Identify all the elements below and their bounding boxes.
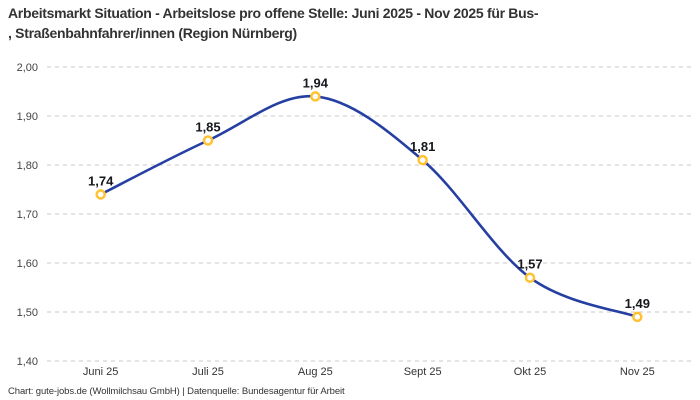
x-tick-label: Juli 25 xyxy=(192,366,224,378)
data-point-label: 1,94 xyxy=(303,75,329,90)
data-point-marker[interactable] xyxy=(632,311,643,323)
x-tick-label: Juni 25 xyxy=(83,366,118,378)
chart-title-line1: Arbeitsmarkt Situation - Arbeitslose pro… xyxy=(8,5,539,21)
x-tick-label: Aug 25 xyxy=(298,366,333,378)
y-tick-label: 1,50 xyxy=(17,307,38,319)
x-tick-label: Nov 25 xyxy=(620,366,655,378)
y-tick-label: 1,60 xyxy=(17,258,38,270)
chart-title-line2: , Straßenbahnfahrer/innen (Region Nürnbe… xyxy=(8,25,297,41)
series-line xyxy=(99,94,639,319)
x-tick-label: Sept 25 xyxy=(404,366,442,378)
data-point-marker[interactable] xyxy=(524,272,536,283)
data-point-label: 1,74 xyxy=(88,173,114,188)
data-point-label: 1,85 xyxy=(195,120,220,135)
data-point-marker[interactable] xyxy=(417,154,428,166)
data-point-marker[interactable] xyxy=(202,135,214,146)
y-tick-label: 1,40 xyxy=(17,356,38,368)
data-point-label: 1,49 xyxy=(625,296,650,311)
chart-footer: Chart: gute-jobs.de (Wollmilchsau GmbH) … xyxy=(8,386,345,397)
data-point-marker[interactable] xyxy=(310,91,321,102)
x-tick-label: Okt 25 xyxy=(514,366,546,378)
y-tick-label: 1,70 xyxy=(17,209,38,221)
chart-title: Arbeitsmarkt Situation - Arbeitslose pro… xyxy=(8,3,696,43)
data-point-marker[interactable] xyxy=(95,189,106,200)
data-point-label: 1,81 xyxy=(410,139,435,154)
y-tick-label: 1,80 xyxy=(17,160,38,172)
data-point-label: 1,57 xyxy=(517,257,542,272)
y-tick-label: 2,00 xyxy=(17,62,38,74)
y-tick-label: 1,90 xyxy=(17,111,38,123)
